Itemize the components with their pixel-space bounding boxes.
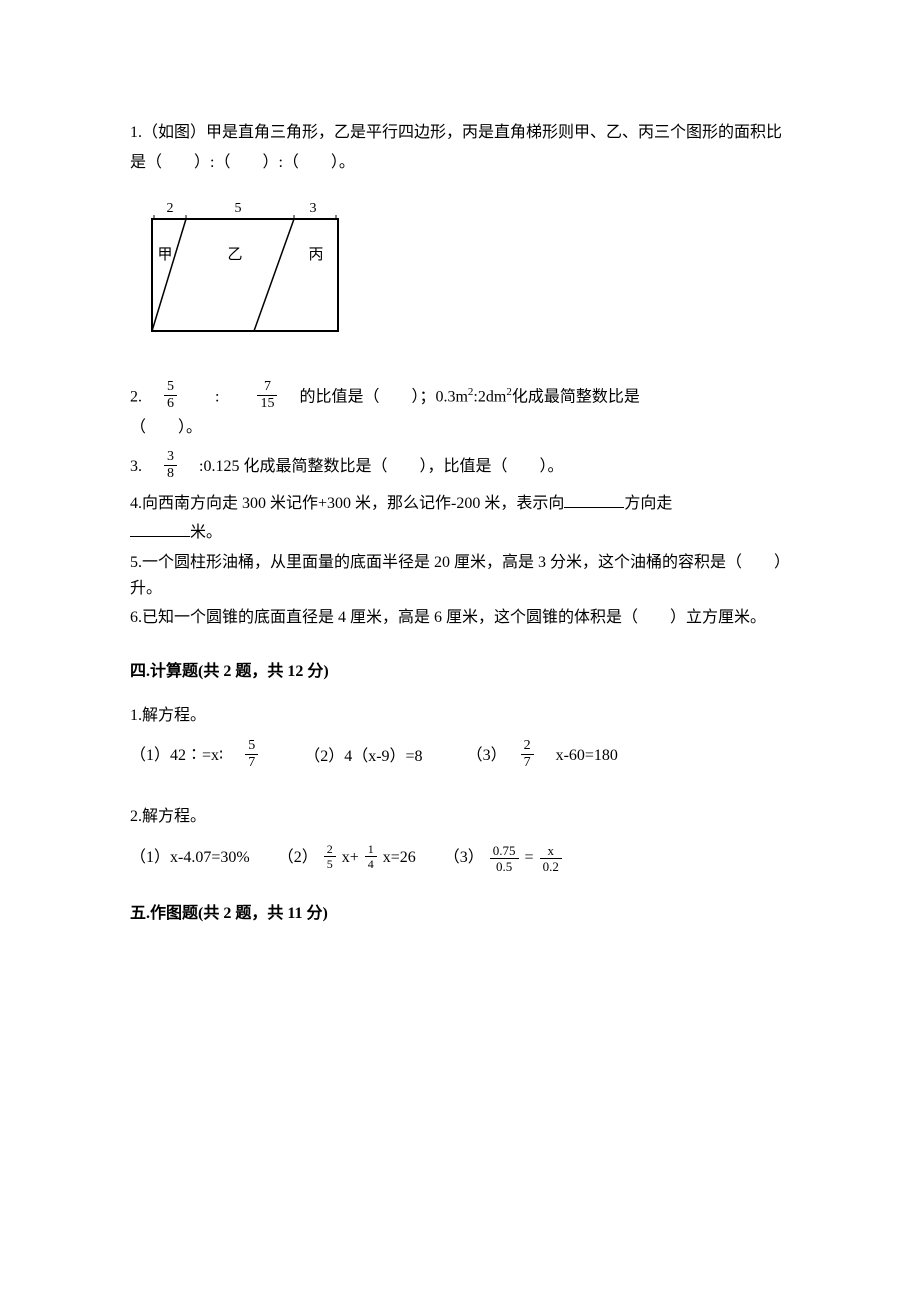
numerator: x [540,844,562,859]
q4-b: 方向走 [624,495,672,512]
svg-text:丙: 丙 [308,247,323,263]
svg-text:乙: 乙 [227,247,242,263]
question-4-line1: 4.向西南方向走 300 米记作+300 米，那么记作-200 米，表示向 方向走 [130,491,790,517]
eq-3-a: （3） [444,849,484,866]
svg-text:甲: 甲 [157,247,172,263]
fraction-1-4: 1 4 [365,843,377,870]
q2-colon: : [183,389,251,406]
q3-tail: :0.125 化成最简整数比是（ ），比值是（ ）。 [183,458,563,475]
trapezoid-diagram-svg: 2 5 3 甲 乙 丙 [130,197,360,341]
numerator: 0.75 [490,844,519,859]
s4-p2-label: 2.解方程。 [130,802,790,832]
q2-lead: 2. [130,389,158,406]
section-5-heading: 五.作图题(共 2 题，共 11 分) [130,899,790,929]
fraction-7-15: 7 15 [257,380,277,411]
q3-lead: 3. [130,458,158,475]
numerator: 3 [164,450,177,466]
eq-3-b: x-60=180 [540,748,618,765]
q2-mid: 的比值是（ ）；0.3m [283,389,467,406]
fraction-3-8: 3 8 [164,450,177,481]
fraction-2-5: 2 5 [324,843,336,870]
eq-3: （3） 0.75 0.5 = x 0.2 [444,843,564,873]
q4-tail: 米。 [190,524,222,541]
eq-2-b: x=26 [383,849,416,866]
numerator: 2 [521,739,534,755]
numerator: 2 [324,843,336,857]
fraction-5-7: 5 7 [245,739,258,770]
eq-1: （1）x-4.07=30% [130,843,250,873]
eq-3: （3） 2 7 x-60=180 [467,741,618,772]
question-3: 3. 3 8 :0.125 化成最简整数比是（ ），比值是（ ）。 [130,452,790,483]
numerator: 1 [365,843,377,857]
page: 1.（如图）甲是直角三角形，乙是平行四边形，丙是直角梯形则甲、乙、丙三个图形的面… [0,0,920,1302]
question-4-line2: 米。 [130,520,790,546]
question-6: 6.已知一个圆锥的底面直径是 4 厘米，高是 6 厘米，这个圆锥的体积是（ ）立… [130,605,790,631]
eq-2-a: （2） [278,849,318,866]
denominator: 0.2 [540,859,562,873]
denominator: 7 [245,755,258,770]
denominator: 6 [164,396,177,411]
eq-1-a: （1）42∶=x∶ [130,748,239,765]
denominator: 8 [164,466,177,481]
eq-1: （1）42∶=x∶ 5 7 [130,741,260,772]
q2-tail2: （ ）。 [130,419,202,436]
eq-2: （2） 2 5 x+ 1 4 x=26 [278,843,416,873]
denominator: 4 [365,857,377,870]
fraction-x-02: x 0.2 [540,844,562,873]
question-2: 2. 5 6 : 7 15 的比值是（ ）；0.3m2:2dm2化成最简整数比是… [130,382,790,444]
denominator: 15 [257,396,277,411]
denominator: 0.5 [490,859,519,873]
eq-3-eq: = [525,849,538,866]
denominator: 7 [521,755,534,770]
s4-p2-equations: （1）x-4.07=30% （2） 2 5 x+ 1 4 x=26 （3） 0.… [130,843,790,873]
svg-text:2: 2 [167,201,174,216]
blank [564,493,624,508]
svg-text:5: 5 [235,201,242,216]
blank [130,522,190,537]
question-5: 5.一个圆柱形油桶，从里面量的底面半径是 20 厘米，高是 3 分米，这个油桶的… [130,550,790,601]
denominator: 5 [324,857,336,870]
s4-p1-label: 1.解方程。 [130,701,790,731]
question-1-diagram: 2 5 3 甲 乙 丙 [130,197,790,352]
eq-2-mid: x+ [342,849,359,866]
numerator: 5 [245,739,258,755]
q4-a: 4.向西南方向走 300 米记作+300 米，那么记作-200 米，表示向 [130,495,564,512]
fraction-075-05: 0.75 0.5 [490,844,519,873]
svg-text:3: 3 [310,201,317,216]
section-4-heading: 四.计算题(共 2 题，共 12 分) [130,657,790,687]
question-1-text: 1.（如图）甲是直角三角形，乙是平行四边形，丙是直角梯形则甲、乙、丙三个图形的面… [130,118,790,179]
numerator: 7 [257,380,277,396]
eq-2: （2）4（x-9）=8 [304,742,422,772]
q2-tail1: 化成最简整数比是 [512,389,640,406]
eq-3-a: （3） [467,748,515,765]
s4-p1-equations: （1）42∶=x∶ 5 7 （2）4（x-9）=8 （3） 2 7 x-60=1… [130,741,790,772]
q2-mid2: :2dm [473,389,506,406]
fraction-2-7: 2 7 [521,739,534,770]
fraction-5-6: 5 6 [164,380,177,411]
numerator: 5 [164,380,177,396]
